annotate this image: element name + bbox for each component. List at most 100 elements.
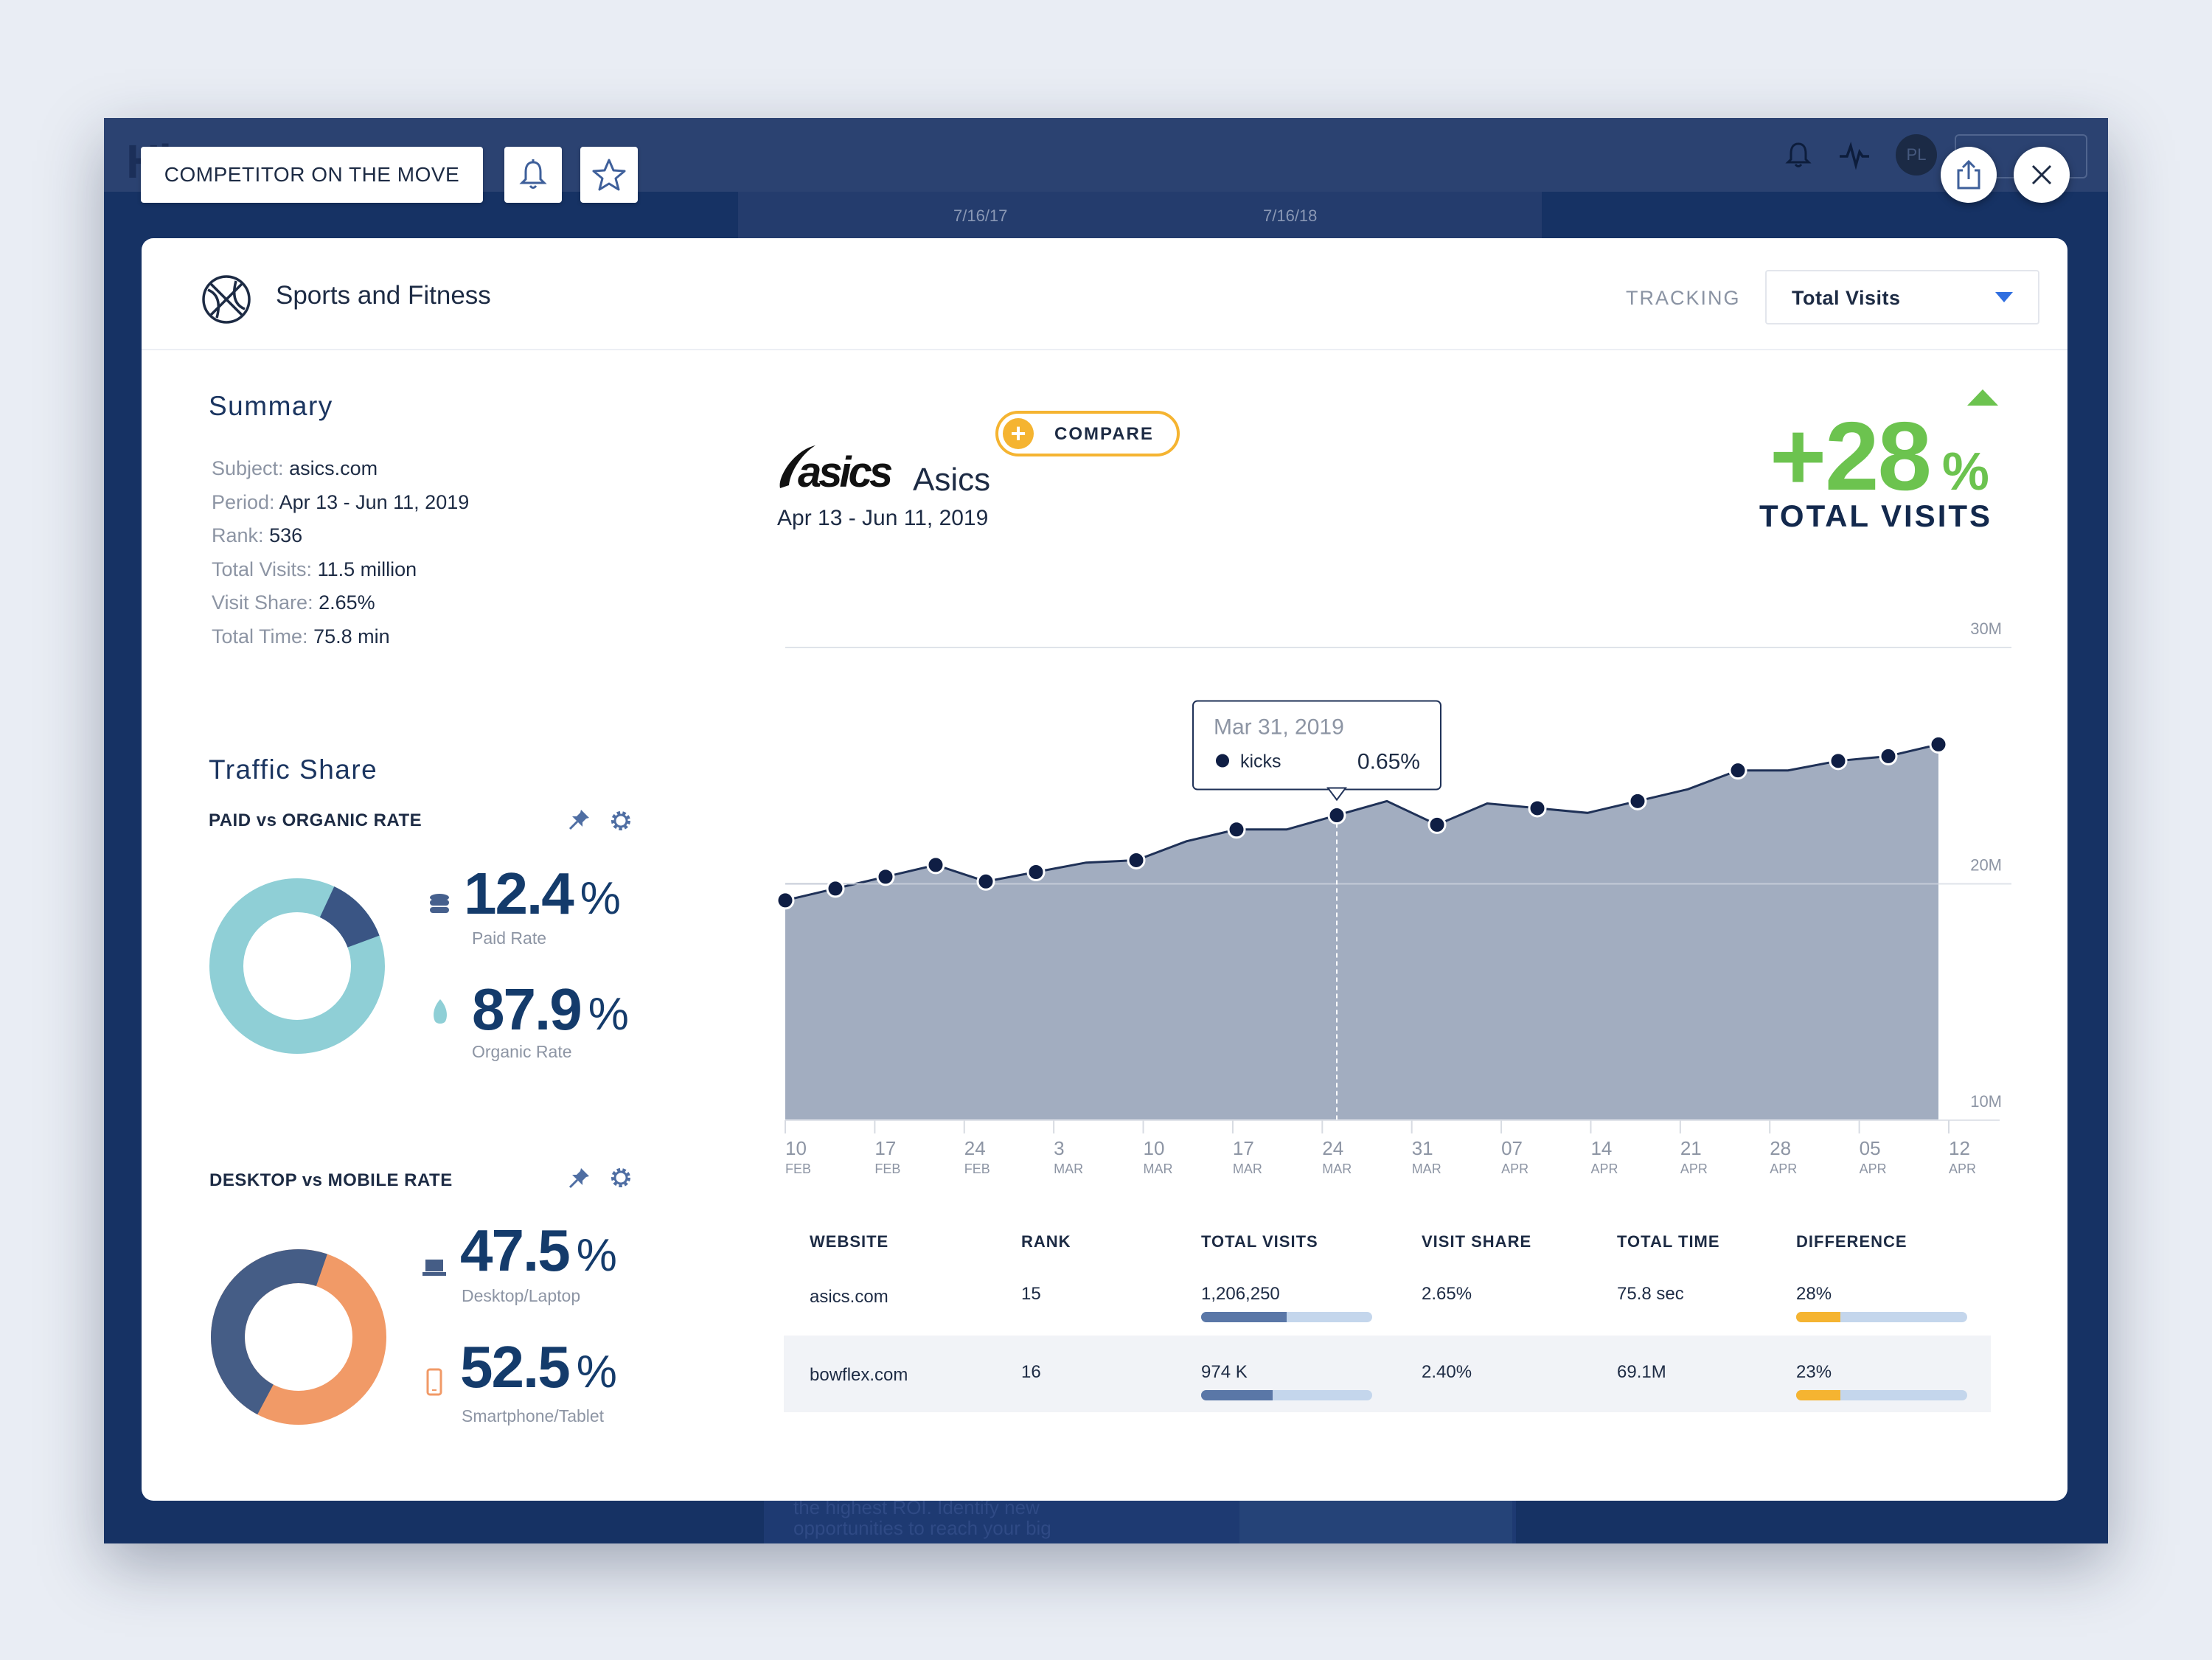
mobile-rate-number: 52.5 [460,1334,571,1400]
tooltip-series-name: kicks [1240,751,1281,772]
cell-website: asics.com [810,1287,888,1307]
difference-bar-fill [1796,1312,1841,1322]
chart-data-point [1427,815,1447,834]
share-icon [1957,159,1980,190]
trend-up-arrow-icon [1967,389,1998,406]
settings-gear-icon[interactable] [609,809,633,833]
summary-value: Apr 13 - Jun 11, 2019 [279,490,470,513]
tooltip-pointer [1326,787,1347,802]
background-activity-icon [1840,142,1869,170]
growth-label: TOTAL VISITS [1759,499,1993,533]
paid-segment [209,878,385,1054]
star-icon [592,159,626,191]
leaf-icon [434,999,447,1024]
x-tick-month: APR [1501,1161,1528,1176]
x-tick-day: 10 [785,1137,807,1159]
pin-icon[interactable] [568,808,591,831]
chart-data-point [876,867,895,886]
cell-total-time: 75.8 sec [1617,1284,1684,1304]
background-date-column [738,192,1542,243]
organic-segment [209,878,385,1054]
table-row[interactable]: bowflex.com 16 974 K 2.40% 69.1M 23% [784,1336,1991,1412]
desktop-rate-number: 47.5 [460,1218,571,1283]
summary-label: Period: [212,490,275,513]
x-tick-day: 24 [1322,1137,1343,1159]
tracking-metric-dropdown[interactable]: Total Visits [1765,270,2039,324]
compare-button[interactable]: + COMPARE [995,411,1180,456]
tooltip-value: 0.65% [1357,750,1420,774]
x-tick-day: 17 [874,1137,896,1159]
paid-rate-number: 12.4 [464,861,574,926]
tooltip-series-dot [1216,754,1229,768]
plus-icon: + [1003,418,1034,449]
x-tick-month: MAR [1144,1161,1173,1176]
chart-x-axis: 10 FEB 17 FEB 24 FEB 3 MAR 10 MAR 17 MAR 24 MAR 31 MAR 0… [785,1119,2000,1176]
x-tick-month: APR [1949,1161,1976,1176]
chart-tooltip: Mar 31, 2019 kicks 0.65% [1192,700,1441,802]
notification-button[interactable] [504,147,562,203]
total-visits-bar [1201,1312,1372,1322]
desktop-mobile-title: DESKTOP vs MOBILE RATE [209,1170,453,1190]
chart-data-point [1127,850,1146,869]
percent-sign: % [588,989,629,1040]
growth-percent-sign: % [1941,442,1989,501]
tracking-metric-value: Total Visits [1792,287,1901,309]
close-button[interactable] [2014,147,2070,203]
summary-row-rank: Rank: 536 [212,519,469,553]
summary-title: Summary [209,391,333,421]
chart-data-point [1528,799,1547,818]
cell-visit-share: 2.40% [1422,1362,1472,1382]
cell-visit-share: 2.65% [1422,1284,1472,1304]
x-tick-month: APR [1590,1161,1618,1176]
summary-label: Rank: [212,524,264,546]
tooltip-box [1192,700,1441,791]
tooltip-date: Mar 31, 2019 [1214,715,1344,740]
total-visits-bar-fill [1201,1312,1287,1322]
asics-logo: asics [779,445,894,496]
modal-header: Sports and Fitness TRACKING Total Visits [142,238,2067,350]
summary-value: asics.com [289,457,378,479]
x-tick-day: 10 [1144,1137,1165,1159]
smartphone-icon [426,1368,442,1396]
difference-bar [1796,1312,1967,1322]
x-tick-day: 05 [1860,1137,1881,1159]
brand-name: Asics [913,462,991,498]
competitor-on-the-move-tag[interactable]: COMPETITOR ON THE MOVE [141,147,483,203]
summary-label: Total Time: [212,625,308,647]
total-visits-bar-fill [1201,1390,1273,1400]
x-tick-month: APR [1770,1161,1797,1176]
x-tick-month: MAR [1322,1161,1352,1176]
x-tick-month: APR [1860,1161,1887,1176]
percent-sign: % [580,873,621,924]
y-tick-label: 30M [1970,619,2002,638]
column-header-total-visits: TOTAL VISITS [1201,1232,1318,1251]
competitor-modal: Sports and Fitness TRACKING Total Visits… [142,238,2067,1501]
chart-data-point [1327,806,1346,825]
summary-value: 2.65% [319,591,375,614]
x-tick-day: 3 [1054,1137,1064,1159]
x-tick-month: APR [1680,1161,1708,1176]
close-icon [2031,164,2052,185]
column-header-total-time: TOTAL TIME [1617,1232,1720,1251]
table-row[interactable]: asics.com 15 1,206,250 2.65% 75.8 sec 28… [784,1259,1991,1336]
x-tick-month: FEB [785,1161,811,1176]
chart-data-point [976,872,995,891]
share-button[interactable] [1941,147,1997,203]
summary-row-period: Period: Apr 13 - Jun 11, 2019 [212,486,469,520]
mobile-rate-caption: Smartphone/Tablet [462,1406,605,1425]
summary-value: 75.8 min [313,625,390,647]
background-bell-icon [1785,142,1812,167]
chart-data-point [1929,735,1948,754]
chart-area-fill [785,744,1938,1120]
chart-data-point [1227,820,1246,839]
x-tick-day: 28 [1770,1137,1791,1159]
percent-sign: % [576,1347,617,1397]
column-header-difference: DIFFERENCE [1796,1232,1907,1251]
pin-icon[interactable] [568,1166,591,1190]
organic-rate-caption: Organic Rate [472,1042,572,1061]
chevron-down-icon [1995,292,2013,302]
favorite-button[interactable] [580,147,638,203]
basketball-icon [202,275,251,324]
settings-gear-icon[interactable] [609,1166,633,1190]
x-tick-day: 07 [1501,1137,1523,1159]
